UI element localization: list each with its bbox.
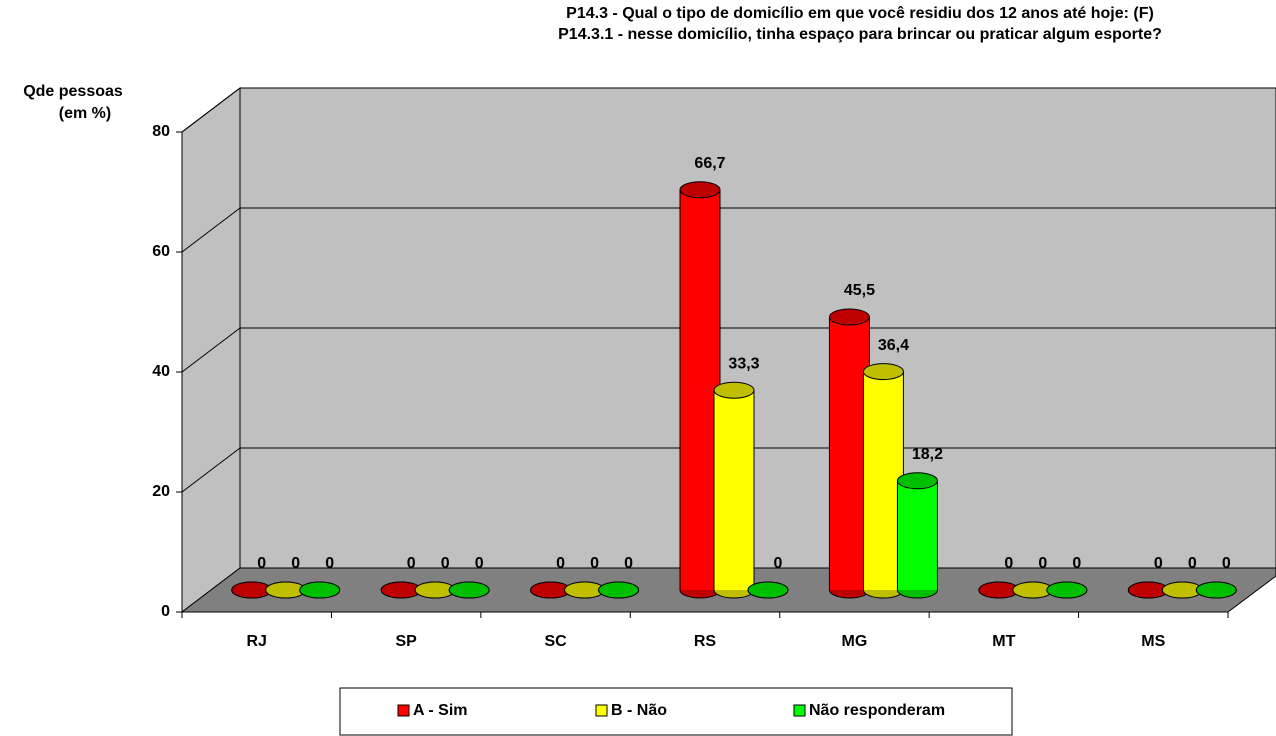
data-label: 0 bbox=[624, 555, 633, 572]
bar-top bbox=[679, 181, 721, 199]
data-label: 0 bbox=[291, 555, 300, 572]
y-axis-label: Qde pessoas bbox=[23, 83, 123, 100]
grid-line bbox=[181, 87, 241, 133]
data-label: 0 bbox=[475, 555, 484, 572]
bar bbox=[829, 317, 870, 590]
y-tick-label: 0 bbox=[161, 603, 170, 620]
bar-top bbox=[1046, 581, 1088, 599]
legend-swatch bbox=[595, 704, 608, 717]
data-label: 0 bbox=[257, 555, 266, 572]
data-label: 0 bbox=[441, 555, 450, 572]
y-tick-label: 60 bbox=[152, 243, 170, 260]
x-tick-label: RS bbox=[694, 633, 717, 650]
data-label: 0 bbox=[590, 555, 599, 572]
data-label: 0 bbox=[325, 555, 334, 572]
legend-swatch bbox=[397, 704, 410, 717]
bar-top bbox=[828, 308, 870, 326]
data-label: 0 bbox=[407, 555, 416, 572]
data-label: 66,7 bbox=[694, 155, 725, 172]
data-label: 0 bbox=[1038, 555, 1047, 572]
data-label: 33,3 bbox=[728, 355, 759, 372]
y-tick-label: 80 bbox=[152, 123, 170, 140]
chart-title: P14.3 - Qual o tipo de domicílio em que … bbox=[566, 5, 1154, 22]
x-tick-label: MG bbox=[842, 633, 868, 650]
legend-label: A - Sim bbox=[413, 702, 468, 719]
y-axis-label: (em %) bbox=[59, 105, 111, 122]
bar bbox=[680, 189, 720, 591]
bar-top bbox=[598, 581, 640, 599]
y-tick-label: 40 bbox=[152, 363, 170, 380]
grid-line bbox=[181, 327, 241, 373]
data-label: 0 bbox=[556, 555, 565, 572]
bar-top bbox=[299, 581, 341, 599]
x-tick-label: MS bbox=[1141, 633, 1165, 650]
bar bbox=[714, 390, 754, 590]
grid-line bbox=[181, 447, 241, 493]
grid-line bbox=[181, 207, 241, 253]
data-label: 18,2 bbox=[912, 446, 943, 463]
bar-top bbox=[896, 472, 938, 490]
data-label: 0 bbox=[1072, 555, 1081, 572]
bar bbox=[863, 371, 904, 590]
bar-top bbox=[713, 381, 755, 399]
legend-swatch bbox=[793, 704, 806, 717]
x-tick-label: SC bbox=[544, 633, 567, 650]
data-label: 0 bbox=[1188, 555, 1197, 572]
x-tick-label: MT bbox=[992, 633, 1015, 650]
data-label: 0 bbox=[774, 555, 783, 572]
chart-title: P14.3.1 - nesse domicílio, tinha espaço … bbox=[558, 26, 1162, 43]
x-tick-label: RJ bbox=[246, 633, 266, 650]
bar-top bbox=[747, 581, 789, 599]
data-label: 0 bbox=[1004, 555, 1013, 572]
data-label: 45,5 bbox=[844, 282, 875, 299]
bar-top bbox=[1195, 581, 1237, 599]
data-label: 36,4 bbox=[878, 337, 909, 354]
data-label: 0 bbox=[1222, 555, 1231, 572]
bar-top bbox=[448, 581, 490, 599]
data-label: 0 bbox=[1154, 555, 1163, 572]
legend bbox=[339, 687, 1013, 736]
bar-top bbox=[862, 363, 904, 381]
legend-label: Não responderam bbox=[809, 702, 945, 719]
legend-label: B - Não bbox=[611, 702, 667, 719]
y-tick-label: 20 bbox=[152, 483, 170, 500]
x-tick-label: SP bbox=[395, 633, 417, 650]
bar bbox=[897, 480, 938, 590]
